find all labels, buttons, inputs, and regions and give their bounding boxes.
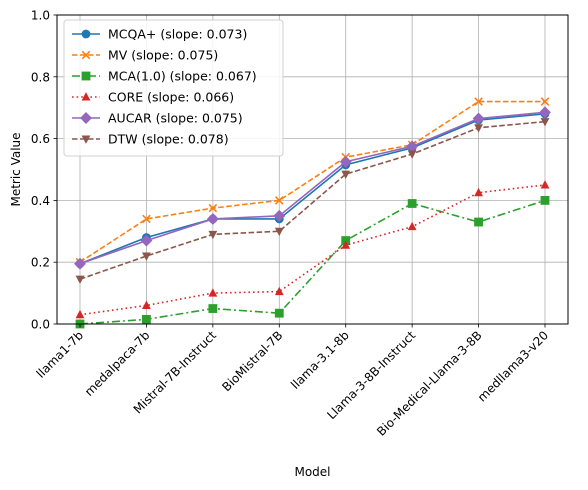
data-point [274,308,284,318]
x-tick-label: BioMistral-7B [219,328,285,394]
series-5 [75,118,550,285]
data-point [208,230,218,240]
legend-marker [81,29,91,39]
legend-marker [80,112,92,124]
series-line [79,100,545,263]
series-line [79,199,546,325]
legend-label: MCQA+ (slope: 0.073) [108,27,247,42]
legend-box [63,19,284,157]
data-point [540,118,550,127]
y-axis-ticks: 0.0 0.2 0.4 0.6 0.8 1.0 [31,9,57,332]
legend-marker [81,71,91,81]
legend-marker [81,50,91,60]
legend-entry: MCA(1.0) (slope: 0.067) [72,69,257,84]
data-point [274,286,284,296]
series-line [79,120,546,280]
data-point [208,304,218,313]
legend-label: MV (slope: 0.075) [108,48,218,63]
data-point [540,180,550,189]
data-point [339,155,352,168]
data-point [474,187,483,197]
x-tick-label: medllama3-v20 [475,328,551,404]
data-point [474,124,483,133]
data-point [341,240,351,249]
data-point [472,112,485,125]
data-point [274,196,284,205]
data-point [75,309,85,319]
plot-frame [56,14,569,325]
data-point [208,203,218,213]
legend-entry: AUCAR (slope: 0.075) [72,111,243,126]
series-line [79,111,546,265]
y-tick-label: 0.8 [31,70,50,84]
x-tick-label: medalpaca-7b [82,328,153,399]
data-point [474,217,483,227]
y-tick-label: 0.0 [31,318,50,332]
legend-label: MCA(1.0) (slope: 0.067) [108,69,257,84]
y-tick-label: 0.4 [31,194,50,208]
data-point [74,257,86,270]
x-tick-label: llama-3.1-8b [288,328,352,392]
y-tick-label: 0.2 [31,256,50,270]
data-point [273,209,286,222]
x-axis-ticks: llama1-7bmedalpaca-7bMistral-7B-Instruct… [34,324,551,439]
data-point [540,97,550,106]
data-point [140,234,153,247]
y-tick-label: 1.0 [31,9,50,23]
series-4 [74,106,551,270]
x-tick-label: llama1-7b [34,328,87,381]
data-point [75,275,85,285]
data-point [206,213,219,225]
data-point [274,227,284,237]
data-point [539,106,551,119]
series-3 [75,180,550,319]
data-point [407,221,417,231]
data-point [142,314,151,324]
legend-entry: MCQA+ (slope: 0.073) [72,27,247,42]
data-point [208,288,218,297]
legend-label: AUCAR (slope: 0.075) [108,111,243,126]
legend-entry: DTW (slope: 0.078) [72,132,229,147]
legend-label: CORE (slope: 0.066) [108,90,234,105]
legend: MCQA+ (slope: 0.073) MV (slope: 0.075) MCA… [63,19,284,157]
data-point [540,196,550,205]
legend-marker [81,92,91,101]
data-point [142,214,151,224]
legend-label: DTW (slope: 0.078) [108,132,229,147]
series-line [79,184,546,316]
y-axis-label: Metric Value [9,132,23,206]
data-point [341,170,351,179]
data-point [407,199,417,208]
y-tick-label: 0.6 [31,132,50,146]
data-point [406,140,419,153]
data-point [407,150,417,159]
data-point [142,252,151,261]
legend-entry: MV (slope: 0.075) [72,48,218,63]
series-line [79,113,546,265]
x-axis-label: Model [294,465,330,479]
data-point [474,97,483,106]
series-layer [74,97,551,329]
data-point [142,300,151,309]
legend-marker [81,135,91,144]
legend-entry: CORE (slope: 0.066) [72,90,234,105]
